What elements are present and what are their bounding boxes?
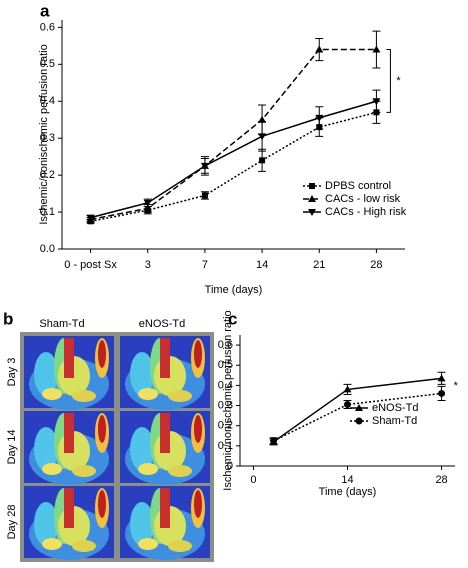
y-tick-label: 0.4 [40,95,55,107]
y-tick-label: 0.6 [40,21,55,33]
legend-label: CACs - low risk [325,193,401,205]
marker [270,437,278,445]
marker [438,389,446,397]
perfusion-image [24,486,114,560]
series-line [90,100,377,219]
perfusion-image [24,411,114,485]
marker [258,115,267,123]
legend-marker [309,183,315,189]
y-axis-label: Ischemic/nonischemic perfusion ratio [38,44,50,224]
y-tick-label: 0.5 [218,359,233,371]
legend-label: Sham-Td [372,415,417,427]
legend-marker [355,417,363,425]
marker [143,204,152,212]
y-tick-label: 0.5 [40,58,55,70]
y-tick-label: 0.3 [40,132,55,144]
x-tick-label: 21 [313,259,325,271]
x-tick-label: 28 [370,259,382,271]
marker [143,199,152,207]
x-tick-label: 7 [202,259,208,271]
y-tick-label: 0.4 [218,379,233,391]
perfusion-image [24,336,114,410]
column-label: eNOS-Td [139,318,185,330]
marker [343,385,352,393]
marker [344,401,351,409]
annotation: * [396,75,401,87]
series-line [273,392,442,442]
marker [315,114,324,122]
legend-label: CACs - High risk [325,206,407,218]
x-tick-label: 14 [341,474,353,486]
y-tick-label: 0.1 [218,440,233,452]
panel-label: c [228,309,237,328]
marker [200,162,209,170]
legend-label: eNOS-Td [372,402,418,414]
marker [372,45,381,53]
y-tick-label: 0.0 [40,243,55,255]
marker [259,157,266,164]
row-label: Day 3 [6,358,18,387]
y-tick-label: 0.2 [40,169,55,181]
perfusion-image [120,336,210,410]
legend-label: DPBS control [325,180,391,192]
y-tick-label: 0.2 [218,420,233,432]
marker [372,98,381,106]
y-tick-label: 0.3 [218,399,233,411]
series-line [90,111,377,223]
marker [315,45,324,53]
marker [201,192,208,199]
panel-label: a [40,1,50,20]
row-label: Day 28 [6,505,18,540]
image-panel: Sham-Td eNOS-Td Day 3 Day 14 Day 28 [6,318,214,562]
y-axis-label: Ischemic/nonischemic perfusion ratio [222,310,234,490]
series-line [90,48,377,221]
column-label: Sham-Td [39,318,84,330]
x-tick-label: 0 [250,474,256,486]
y-tick-label: 0.6 [218,339,233,351]
row-label: Day 14 [6,430,18,465]
x-tick-label: 3 [145,259,151,271]
legend-marker [308,209,316,216]
x-tick-label: 0 - post Sx [64,259,117,271]
legend-marker [355,404,363,411]
legend-marker [308,195,316,202]
perfusion-image [120,486,210,560]
annotation: * [454,380,459,392]
y-tick-label: 0 [227,460,233,472]
x-tick-label: 28 [435,474,447,486]
significance-bracket [386,49,391,113]
marker [437,374,446,382]
marker [86,214,95,222]
x-axis-label: Time (days) [205,284,263,296]
marker [258,133,267,141]
x-tick-label: 14 [256,259,268,271]
y-tick-label: 0.1 [40,206,55,218]
panel-label: b [3,309,13,328]
perfusion-image [120,411,210,485]
x-axis-label: Time (days) [319,486,377,498]
